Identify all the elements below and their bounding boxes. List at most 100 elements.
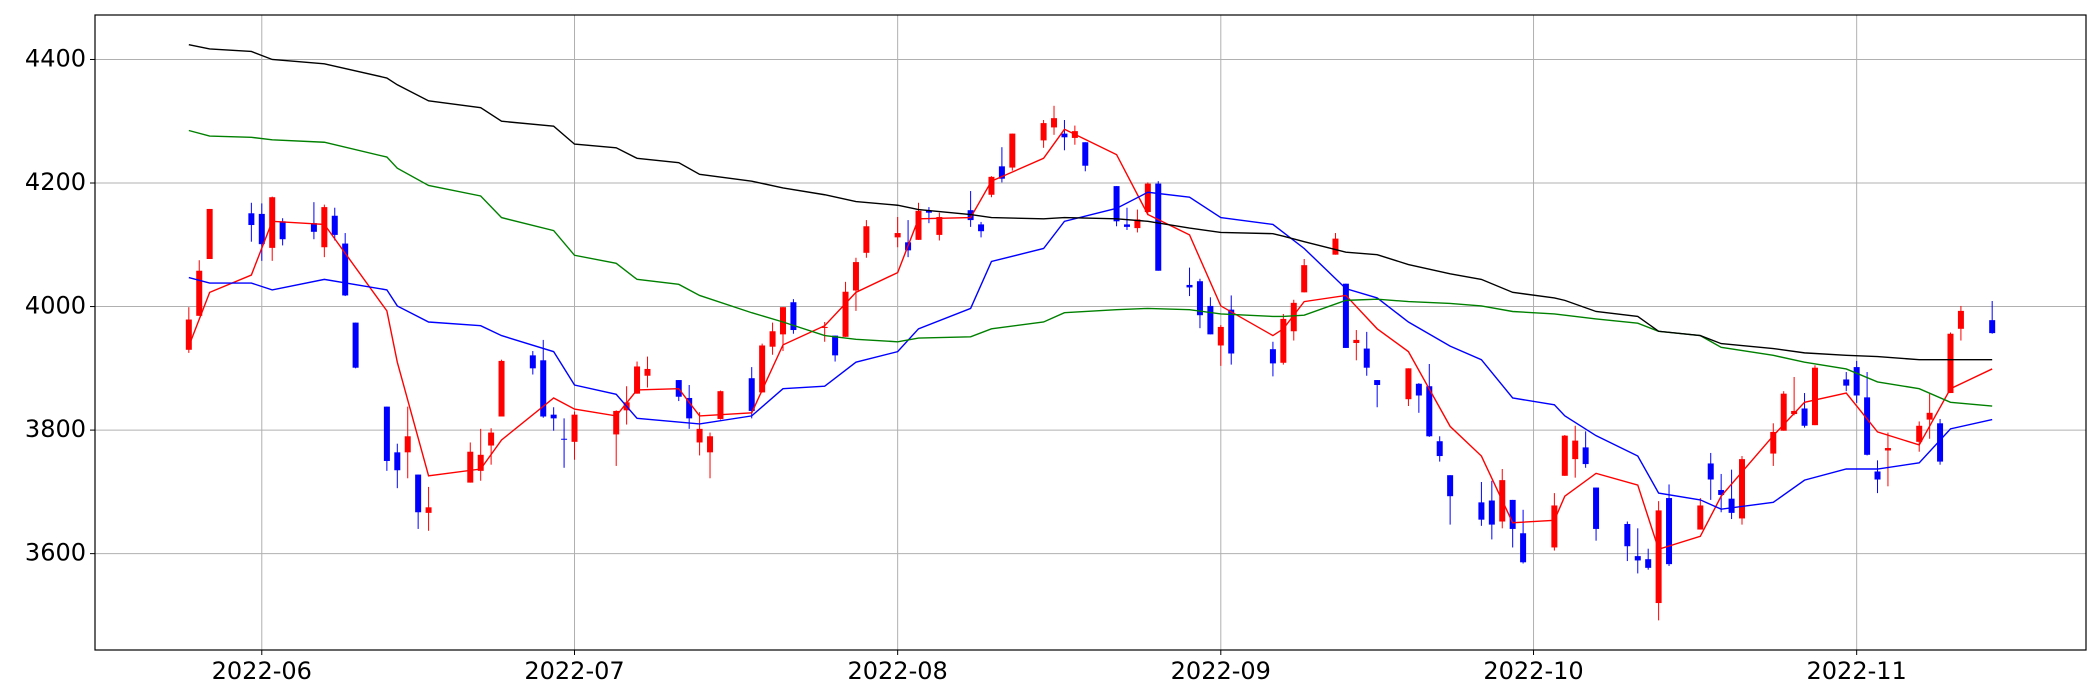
candle-body [258, 213, 265, 245]
x-tick-label: 2022-06 [212, 657, 312, 685]
moving-average-line [188, 129, 1993, 407]
candle-body [1280, 318, 1287, 363]
candle-body [1405, 368, 1412, 400]
candle-body [1436, 441, 1443, 457]
candle-body [1061, 133, 1068, 138]
candle-body [1488, 500, 1495, 525]
candle-body [1332, 238, 1339, 255]
candle-body [1739, 459, 1746, 519]
candle-body [925, 210, 932, 213]
candle-body [1269, 349, 1276, 364]
candle-body [342, 243, 349, 296]
candle-body [1478, 502, 1485, 520]
candle-body [467, 451, 474, 483]
candle-body [696, 428, 703, 443]
x-tick-label: 2022-09 [1171, 657, 1271, 685]
x-tick-label: 2022-08 [848, 657, 948, 685]
candle-body [748, 378, 755, 411]
candle-body [1718, 490, 1725, 495]
candle-body [1884, 448, 1891, 451]
candle-body [1374, 380, 1381, 386]
y-tick-label: 3600 [25, 539, 86, 567]
y-tick-label: 4000 [25, 292, 86, 320]
y-tick-label: 3800 [25, 415, 86, 443]
candle-body [352, 322, 359, 368]
candle-body [1040, 123, 1047, 141]
candle-body [540, 360, 547, 417]
candle-body [779, 307, 786, 335]
candle-body [1780, 393, 1787, 431]
candle-body [1207, 305, 1214, 335]
candle-body [488, 432, 495, 446]
candle-body [1843, 379, 1850, 386]
candle-body [1811, 367, 1818, 426]
candle-body [852, 262, 859, 291]
candle-body [769, 331, 776, 347]
candle-body [1426, 386, 1433, 437]
candle-body [634, 366, 641, 394]
candle-body [717, 391, 724, 419]
candle-body [1228, 309, 1235, 354]
candle-body [1853, 367, 1860, 396]
plot-frame [94, 14, 2087, 651]
candle-body [248, 213, 255, 226]
candle-body [1196, 281, 1203, 316]
candle-body [863, 226, 870, 253]
candle-body [425, 507, 432, 513]
candle-body [1144, 183, 1151, 213]
candle-body [1217, 326, 1224, 346]
candle-body [1509, 499, 1516, 529]
candle-body [1666, 498, 1673, 565]
candle-body [561, 438, 568, 440]
candle-body [1082, 142, 1089, 166]
candle-body [1520, 533, 1527, 563]
candle-body [1342, 283, 1349, 348]
candle-body [998, 166, 1005, 179]
candle-body [613, 410, 620, 435]
candle-body [1645, 559, 1652, 568]
candle-body [1634, 556, 1641, 561]
candle-body [477, 454, 484, 471]
candle-body [206, 208, 213, 259]
candle-body [279, 221, 286, 240]
candle-body [1123, 224, 1130, 227]
candle-body [1353, 339, 1360, 344]
candle-body [1697, 505, 1704, 530]
candle-body [686, 397, 693, 419]
candle-body [529, 355, 536, 369]
candle-body [331, 215, 338, 235]
y-tick-label: 4200 [25, 168, 86, 196]
candle-body [894, 233, 901, 238]
candle-body [1447, 475, 1454, 497]
candle-body [915, 210, 922, 240]
candle-body [498, 360, 505, 417]
candle-body [832, 335, 839, 356]
candle-body [1874, 471, 1881, 480]
candle-body [1770, 431, 1777, 454]
candle-body [988, 176, 995, 195]
candle-body [1551, 505, 1558, 548]
candle-body [1363, 348, 1370, 368]
candle-body [571, 414, 578, 442]
candle-body [1728, 498, 1735, 513]
x-tick-label: 2022-07 [524, 657, 624, 685]
candle-body [1051, 118, 1058, 128]
candle-body [1582, 447, 1589, 465]
candle-body [1290, 302, 1297, 332]
candle-body [1864, 397, 1871, 455]
candle-body [759, 345, 766, 393]
candle-body [1301, 265, 1308, 293]
candle-body [1134, 219, 1141, 229]
candle-body [842, 291, 849, 337]
candle-body [1707, 463, 1714, 480]
candle-body [1957, 310, 1964, 329]
moving-average-line [188, 128, 1993, 551]
candle-body [550, 414, 557, 419]
candle-body [310, 223, 317, 232]
candle-body [1113, 186, 1120, 222]
candle-body [978, 224, 985, 232]
candle-body [1801, 408, 1808, 426]
candle-body [1655, 510, 1662, 604]
candle-body [1572, 440, 1579, 460]
candle-body [1155, 183, 1162, 271]
